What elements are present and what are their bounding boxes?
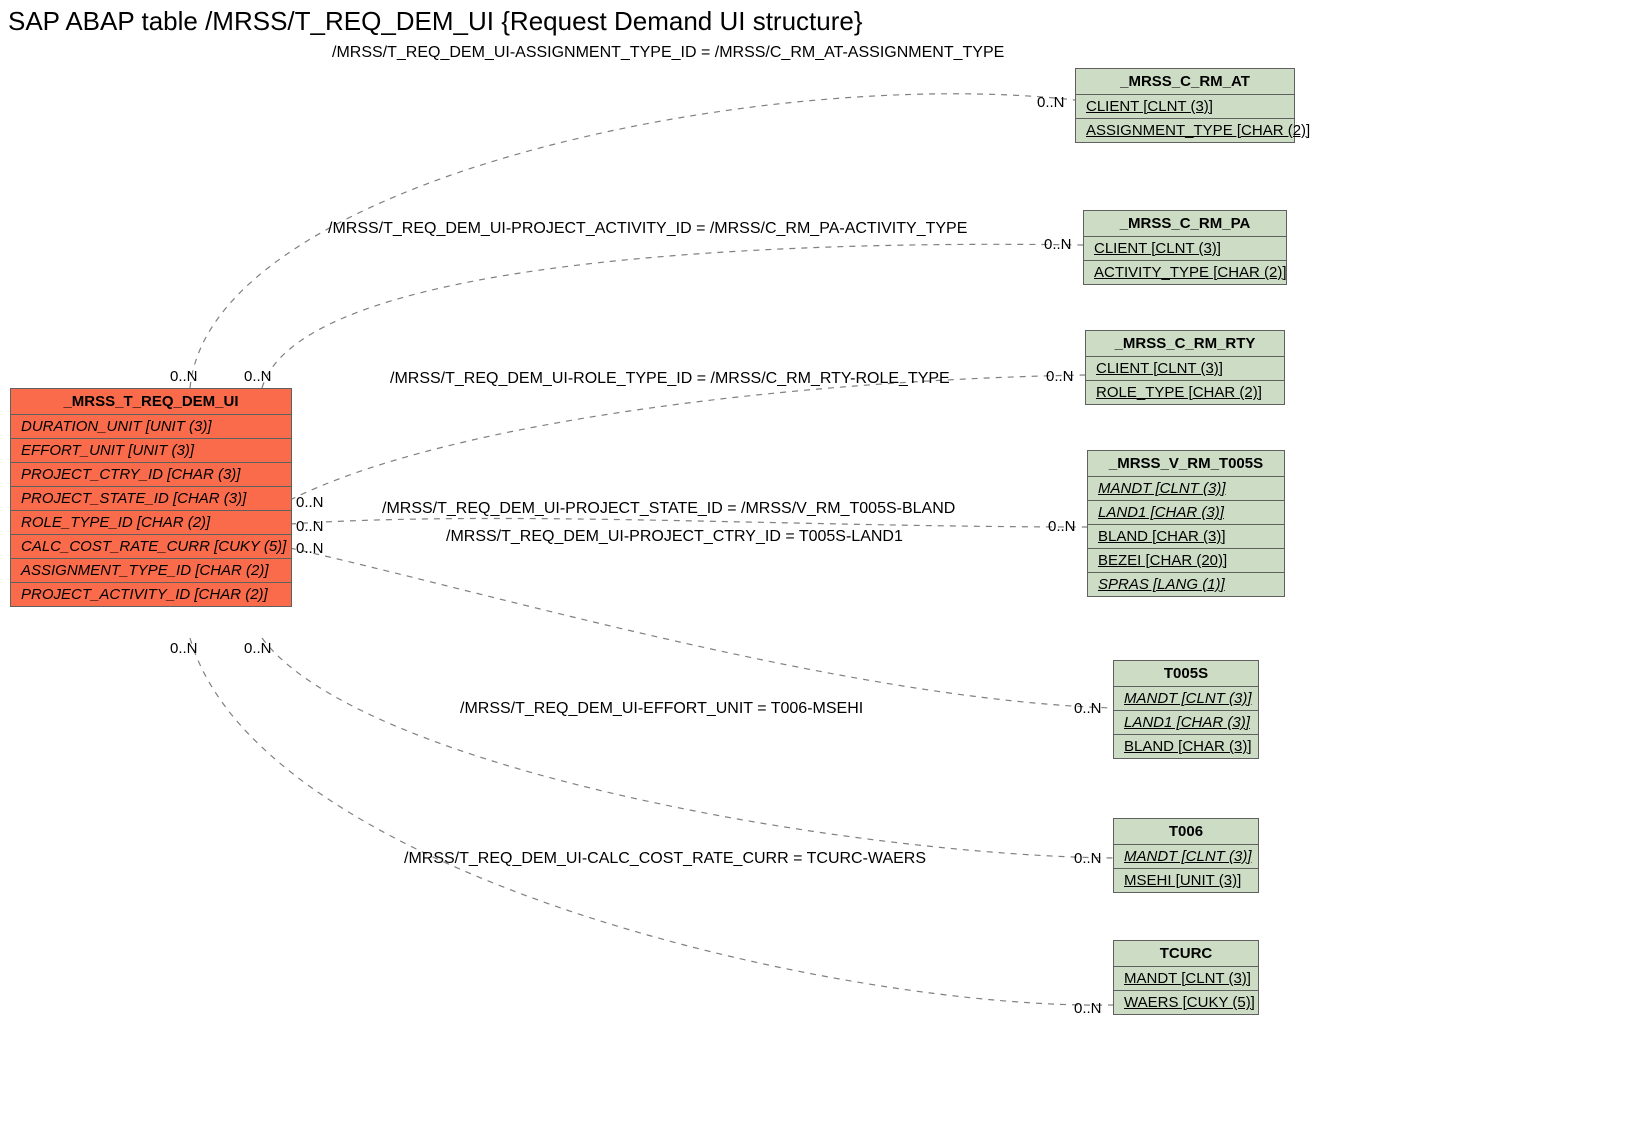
entity-field: PROJECT_CTRY_ID [CHAR (3)] xyxy=(11,463,291,487)
entity-field: ACTIVITY_TYPE [CHAR (2)] xyxy=(1084,261,1286,284)
entity-tcurc: TCURCMANDT [CLNT (3)]WAERS [CUKY (5)] xyxy=(1113,940,1259,1015)
entity-field: WAERS [CUKY (5)] xyxy=(1114,991,1258,1014)
entity-field: ASSIGNMENT_TYPE [CHAR (2)] xyxy=(1076,119,1294,142)
relationship-edge xyxy=(290,548,1113,708)
cardinality-label: 0..N xyxy=(170,640,198,657)
entity-header: _MRSS_C_RM_PA xyxy=(1084,211,1286,237)
entity-field: MANDT [CLNT (3)] xyxy=(1114,845,1258,869)
entity-field: LAND1 [CHAR (3)] xyxy=(1088,501,1284,525)
entity-field: MANDT [CLNT (3)] xyxy=(1114,967,1258,991)
relationship-label: /MRSS/T_REQ_DEM_UI-ASSIGNMENT_TYPE_ID = … xyxy=(332,44,1004,62)
entity-header: TCURC xyxy=(1114,941,1258,967)
relationship-edge xyxy=(290,518,1087,527)
entity-field: MSEHI [UNIT (3)] xyxy=(1114,869,1258,892)
entity-field: PROJECT_STATE_ID [CHAR (3)] xyxy=(11,487,291,511)
entity-field: LAND1 [CHAR (3)] xyxy=(1114,711,1258,735)
entity-field: SPRAS [LANG (1)] xyxy=(1088,573,1284,596)
entity-field: MANDT [CLNT (3)] xyxy=(1114,687,1258,711)
relationship-label: /MRSS/T_REQ_DEM_UI-ROLE_TYPE_ID = /MRSS/… xyxy=(390,370,950,388)
cardinality-label: 0..N xyxy=(1037,94,1065,111)
relationship-label: /MRSS/T_REQ_DEM_UI-PROJECT_ACTIVITY_ID =… xyxy=(328,220,967,238)
entity-field: PROJECT_ACTIVITY_ID [CHAR (2)] xyxy=(11,583,291,606)
entity-field: ASSIGNMENT_TYPE_ID [CHAR (2)] xyxy=(11,559,291,583)
entity-t005s: T005SMANDT [CLNT (3)]LAND1 [CHAR (3)]BLA… xyxy=(1113,660,1259,759)
entity-header: T006 xyxy=(1114,819,1258,845)
entity-field: ROLE_TYPE_ID [CHAR (2)] xyxy=(11,511,291,535)
entity-field: BLAND [CHAR (3)] xyxy=(1088,525,1284,549)
relationship-label: /MRSS/T_REQ_DEM_UI-CALC_COST_RATE_CURR =… xyxy=(404,850,926,868)
relationship-edge xyxy=(190,94,1075,388)
entity-t006: T006MANDT [CLNT (3)]MSEHI [UNIT (3)] xyxy=(1113,818,1259,893)
entity-field: MANDT [CLNT (3)] xyxy=(1088,477,1284,501)
entity-field: BEZEI [CHAR (20)] xyxy=(1088,549,1284,573)
relationship-edge xyxy=(262,638,1113,858)
relationship-label: /MRSS/T_REQ_DEM_UI-PROJECT_STATE_ID = /M… xyxy=(382,500,955,518)
cardinality-label: 0..N xyxy=(244,640,272,657)
cardinality-label: 0..N xyxy=(1074,700,1102,717)
entity-field: EFFORT_UNIT [UNIT (3)] xyxy=(11,439,291,463)
relationship-edge xyxy=(290,375,1085,500)
relationship-label: /MRSS/T_REQ_DEM_UI-PROJECT_CTRY_ID = T00… xyxy=(446,528,903,546)
entity-field: CLIENT [CLNT (3)] xyxy=(1086,357,1284,381)
relationship-edge xyxy=(190,638,1113,1005)
entity-header: T005S xyxy=(1114,661,1258,687)
cardinality-label: 0..N xyxy=(1074,850,1102,867)
cardinality-label: 0..N xyxy=(296,518,324,535)
cardinality-label: 0..N xyxy=(1044,236,1072,253)
cardinality-label: 0..N xyxy=(1048,518,1076,535)
entity-field: CALC_COST_RATE_CURR [CUKY (5)] xyxy=(11,535,291,559)
relationship-edge xyxy=(262,244,1083,388)
entity-header: _MRSS_C_RM_RTY xyxy=(1086,331,1284,357)
entity-field: DURATION_UNIT [UNIT (3)] xyxy=(11,415,291,439)
entity-header: _MRSS_T_REQ_DEM_UI xyxy=(11,389,291,415)
entity-rm_rty: _MRSS_C_RM_RTYCLIENT [CLNT (3)]ROLE_TYPE… xyxy=(1085,330,1285,405)
cardinality-label: 0..N xyxy=(296,540,324,557)
entity-header: _MRSS_V_RM_T005S xyxy=(1088,451,1284,477)
cardinality-label: 0..N xyxy=(170,368,198,385)
entity-field: CLIENT [CLNT (3)] xyxy=(1084,237,1286,261)
entity-t005s_v: _MRSS_V_RM_T005SMANDT [CLNT (3)]LAND1 [C… xyxy=(1087,450,1285,597)
page-title: SAP ABAP table /MRSS/T_REQ_DEM_UI {Reque… xyxy=(8,6,863,37)
entity-header: _MRSS_C_RM_AT xyxy=(1076,69,1294,95)
cardinality-label: 0..N xyxy=(296,494,324,511)
entity-rm_pa: _MRSS_C_RM_PACLIENT [CLNT (3)]ACTIVITY_T… xyxy=(1083,210,1287,285)
cardinality-label: 0..N xyxy=(1074,1000,1102,1017)
entity-field: ROLE_TYPE [CHAR (2)] xyxy=(1086,381,1284,404)
cardinality-label: 0..N xyxy=(244,368,272,385)
cardinality-label: 0..N xyxy=(1046,368,1074,385)
entity-field: BLAND [CHAR (3)] xyxy=(1114,735,1258,758)
entity-field: CLIENT [CLNT (3)] xyxy=(1076,95,1294,119)
entity-rm_at: _MRSS_C_RM_ATCLIENT [CLNT (3)]ASSIGNMENT… xyxy=(1075,68,1295,143)
entity-main: _MRSS_T_REQ_DEM_UIDURATION_UNIT [UNIT (3… xyxy=(10,388,292,607)
relationship-label: /MRSS/T_REQ_DEM_UI-EFFORT_UNIT = T006-MS… xyxy=(460,700,863,718)
